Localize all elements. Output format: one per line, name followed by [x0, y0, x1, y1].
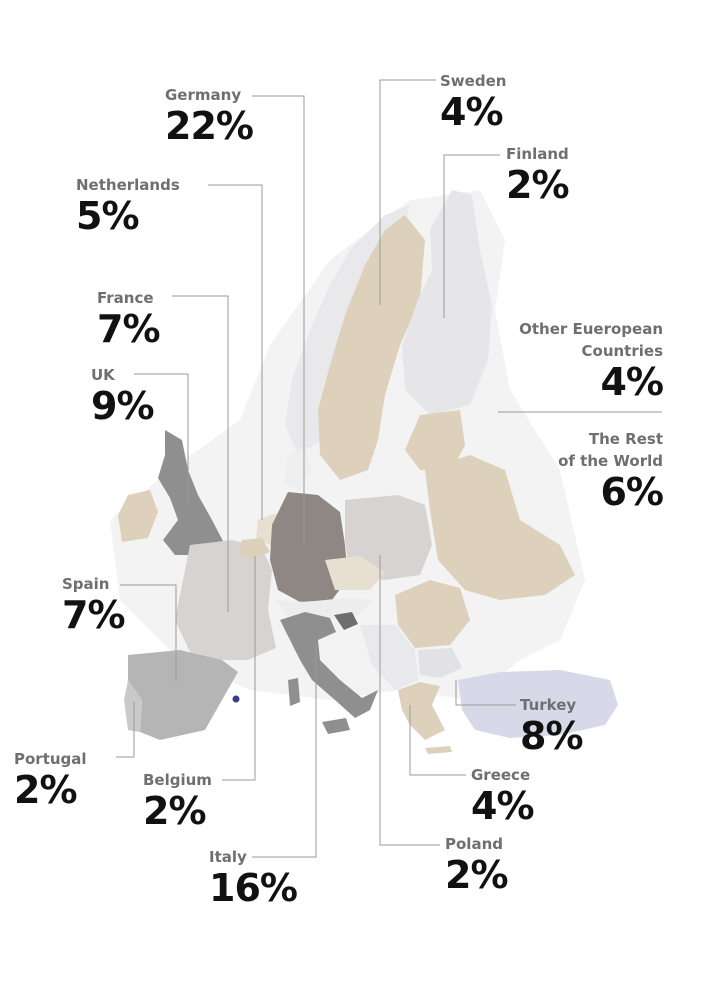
uk-value: 9%	[91, 384, 155, 428]
label-italy: Italy 16%	[209, 846, 298, 910]
leader-netherlands	[208, 184, 263, 520]
italy-value: 16%	[209, 866, 298, 910]
region-czech	[325, 556, 385, 590]
italy-name: Italy	[209, 848, 247, 866]
belgium-name: Belgium	[143, 771, 212, 789]
spain-name: Spain	[62, 575, 110, 593]
uk-name: UK	[91, 366, 115, 384]
germany-value: 22%	[165, 104, 254, 148]
region-balkans	[360, 625, 418, 690]
region-romania	[395, 580, 470, 648]
label-belgium: Belgium 2%	[143, 769, 212, 831]
leader-france	[172, 295, 229, 612]
label-germany: Germany 22%	[165, 84, 254, 148]
rest-name-line1: The Rest	[588, 430, 663, 448]
region-denmark	[284, 448, 312, 490]
region-ukraine	[425, 455, 575, 600]
label-poland: Poland 2%	[445, 833, 509, 897]
region-belgium	[238, 538, 270, 560]
region-sicily	[322, 718, 350, 734]
label-finland: Finland 2%	[506, 143, 570, 207]
label-other-european: Other Eueropean Countries 4%	[519, 318, 664, 404]
belgium-value: 2%	[143, 789, 207, 833]
france-name: France	[97, 289, 154, 307]
sweden-name: Sweden	[440, 72, 507, 90]
netherlands-value: 5%	[76, 194, 140, 238]
finland-value: 2%	[506, 163, 570, 207]
leader-turkey	[455, 680, 516, 706]
region-turkey	[458, 670, 618, 738]
france-value: 7%	[97, 307, 161, 351]
leader-uk	[134, 373, 189, 505]
region-bulgaria	[418, 648, 462, 678]
region-germany	[270, 492, 348, 602]
turkey-name: Turkey	[520, 696, 577, 714]
region-ireland	[118, 490, 158, 542]
label-greece: Greece 4%	[471, 764, 535, 828]
finland-name: Finland	[506, 145, 569, 163]
marker-balearic	[232, 695, 240, 703]
greece-value: 4%	[471, 784, 535, 828]
label-uk: UK 9%	[91, 364, 155, 428]
region-poland	[345, 495, 432, 580]
label-spain: Spain 7%	[62, 573, 126, 637]
region-crete	[425, 746, 452, 754]
label-rest-of-world: The Rest of the World 6%	[558, 428, 664, 514]
netherlands-name: Netherlands	[76, 176, 180, 194]
region-finland	[402, 190, 492, 415]
leader-greece	[409, 705, 466, 776]
germany-name: Germany	[165, 86, 242, 104]
sweden-value: 4%	[440, 90, 504, 134]
portugal-value: 2%	[14, 768, 78, 812]
rest-value: 6%	[600, 470, 664, 514]
region-baltics	[405, 410, 465, 470]
label-turkey: Turkey 8%	[520, 694, 584, 758]
region-sardinia	[288, 678, 300, 706]
other-value: 4%	[600, 360, 664, 404]
region-spain	[128, 650, 238, 740]
leader-portugal	[116, 702, 135, 758]
rest-name-line2: of the World	[558, 452, 663, 470]
leader-finland	[443, 154, 500, 318]
region-uk	[158, 430, 225, 555]
label-netherlands: Netherlands 5%	[76, 174, 180, 236]
poland-name: Poland	[445, 835, 503, 853]
region-slovenia	[334, 612, 358, 630]
region-greece	[398, 682, 445, 740]
label-france: France 7%	[97, 287, 161, 351]
leader-sweden	[379, 79, 436, 305]
region-portugal	[124, 680, 142, 732]
leader-poland	[379, 555, 440, 846]
turkey-value: 8%	[520, 714, 584, 758]
leader-italy	[252, 645, 317, 858]
region-italy	[280, 612, 378, 718]
other-name-line1: Other Eueropean	[519, 320, 663, 338]
label-sweden: Sweden 4%	[440, 70, 506, 132]
other-name-line2: Countries	[581, 342, 663, 360]
label-portugal: Portugal 2%	[14, 748, 87, 810]
spain-value: 7%	[62, 593, 126, 637]
leader-germany	[252, 95, 305, 545]
portugal-name: Portugal	[14, 750, 87, 768]
poland-value: 2%	[445, 853, 509, 897]
region-sweden	[318, 215, 425, 480]
region-norway	[285, 205, 410, 455]
leader-spain	[120, 584, 177, 682]
leader-belgium	[222, 556, 256, 781]
region-france	[175, 540, 276, 660]
greece-name: Greece	[471, 766, 531, 784]
